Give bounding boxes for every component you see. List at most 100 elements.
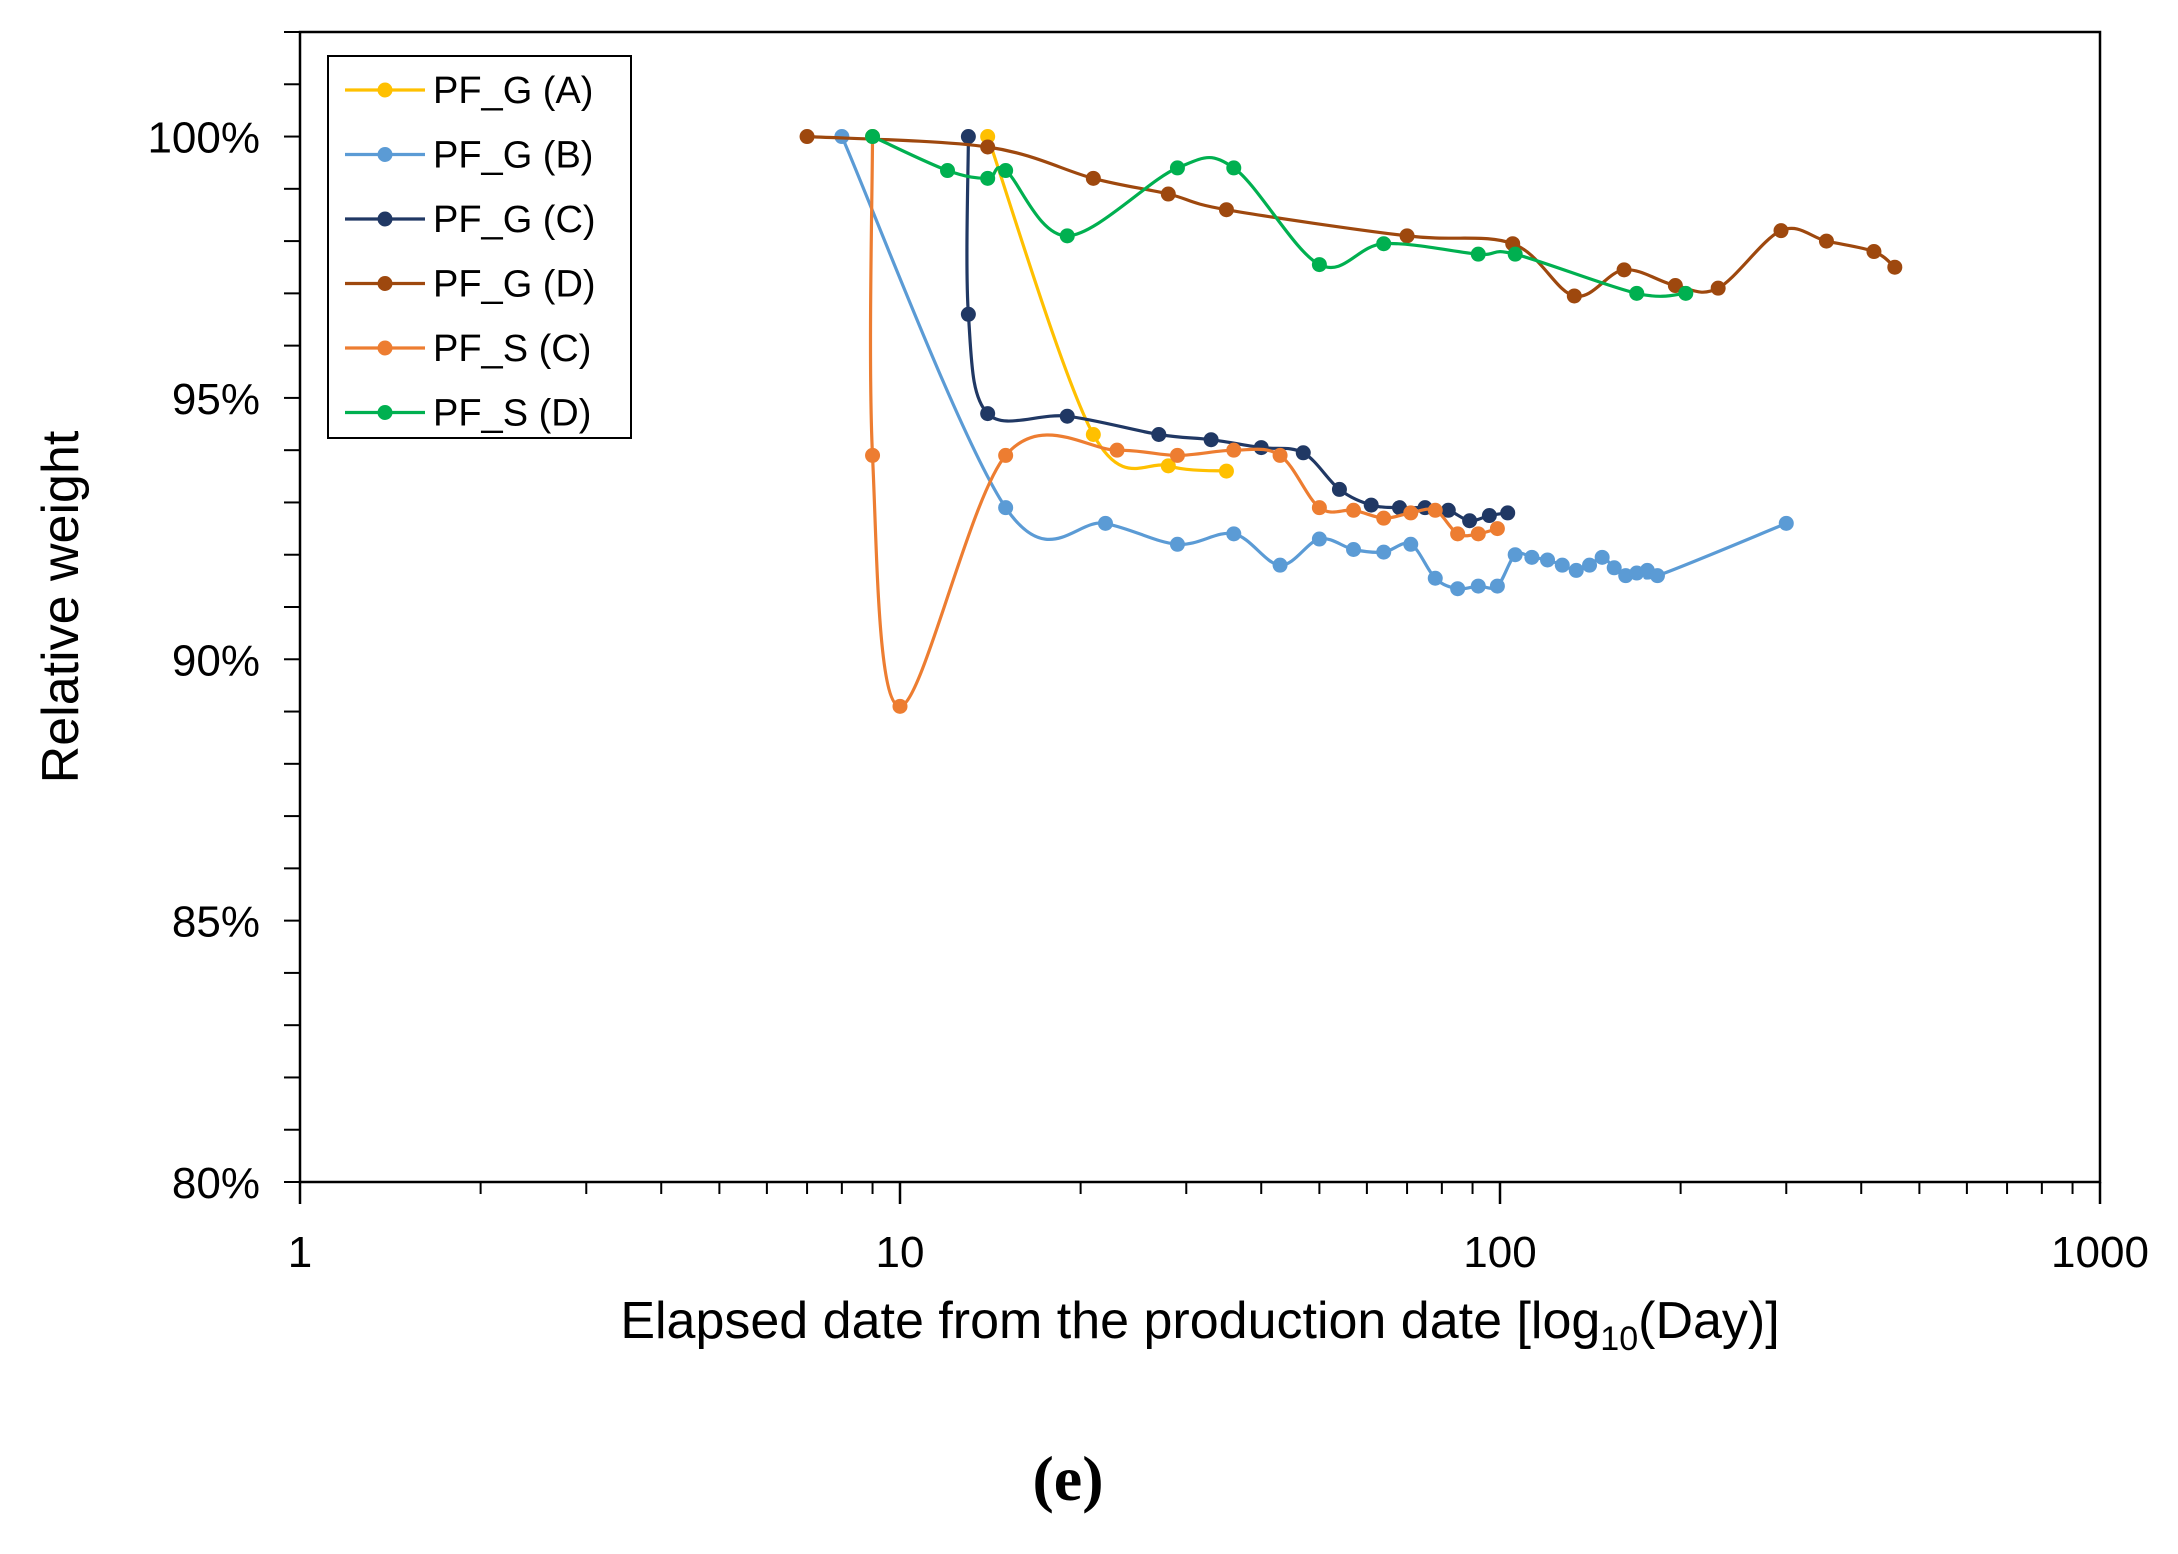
data-point xyxy=(1667,278,1683,294)
data-point xyxy=(1311,500,1327,516)
data-point xyxy=(998,163,1014,179)
data-point xyxy=(1450,581,1466,597)
x-axis-title: Elapsed date from the production date [l… xyxy=(620,1292,1779,1358)
y-tick-label: 95% xyxy=(172,375,260,424)
legend: PF_G (A) PF_G (B) PF_G (C) PF_G (D) PF_S (C)… xyxy=(327,55,632,439)
data-point xyxy=(1540,552,1556,568)
data-point xyxy=(980,170,996,186)
y-tick-label: 100% xyxy=(147,114,260,163)
legend-marker xyxy=(377,82,393,98)
data-point xyxy=(1866,244,1882,260)
data-point xyxy=(980,406,996,422)
data-point xyxy=(1226,442,1242,458)
data-point xyxy=(1554,557,1570,573)
legend-entry: PF_S (C) xyxy=(345,328,591,370)
data-point xyxy=(1085,427,1101,442)
data-point xyxy=(1059,228,1075,244)
data-point xyxy=(1778,515,1794,531)
series-layer xyxy=(799,129,1903,714)
legend-entry: PF_G (D) xyxy=(345,264,596,306)
legend-label: PF_S (C) xyxy=(433,328,591,370)
data-point xyxy=(998,500,1014,516)
data-point xyxy=(1403,505,1419,521)
data-point xyxy=(960,129,976,145)
data-point xyxy=(1392,500,1408,516)
data-point xyxy=(1311,531,1327,547)
data-point xyxy=(1376,544,1392,560)
data-point xyxy=(1363,497,1379,513)
data-point xyxy=(799,129,815,145)
x-tick-label: 1000 xyxy=(2051,1228,2149,1277)
x-tick-label: 10 xyxy=(876,1228,925,1277)
data-point xyxy=(1160,186,1176,202)
data-point xyxy=(1773,223,1789,239)
data-point xyxy=(1489,521,1505,537)
y-tick-label: 90% xyxy=(172,636,260,685)
legend-marker xyxy=(377,276,393,291)
data-point xyxy=(1160,458,1176,474)
y-tick-label: 80% xyxy=(172,1159,260,1208)
x-axis-title-end: (Day)] xyxy=(1638,1292,1780,1350)
data-point xyxy=(1594,549,1610,565)
legend-label: PF_S (D) xyxy=(433,393,591,435)
x-axis-title-subscript: 10 xyxy=(1600,1320,1638,1358)
data-point xyxy=(1151,427,1167,442)
legend-entry: PF_S (D) xyxy=(345,393,591,435)
data-point xyxy=(1295,445,1311,461)
legend-box xyxy=(327,55,632,439)
data-point xyxy=(960,306,976,322)
legend-entry: PF_G (C) xyxy=(345,199,596,241)
data-point xyxy=(1272,447,1288,463)
data-point xyxy=(1059,408,1075,424)
data-point xyxy=(1399,228,1415,244)
data-point xyxy=(1272,557,1288,573)
x-tick-label: 100 xyxy=(1463,1228,1536,1277)
data-point xyxy=(892,698,908,714)
data-point xyxy=(1440,502,1456,518)
data-point xyxy=(1606,560,1622,576)
series-PF_G (D) xyxy=(799,129,1903,304)
data-point xyxy=(1470,526,1486,542)
data-point xyxy=(1331,481,1347,497)
legend-entry: PF_G (A) xyxy=(345,70,593,112)
y-tick-label: 85% xyxy=(172,898,260,947)
data-point xyxy=(1481,508,1497,524)
data-point xyxy=(1311,257,1327,273)
data-point xyxy=(1346,502,1362,518)
data-point xyxy=(1346,542,1362,557)
data-point xyxy=(1403,536,1419,552)
data-point xyxy=(1818,233,1834,249)
data-point xyxy=(1616,262,1632,278)
series-PF_S (C) xyxy=(865,129,1505,714)
data-point xyxy=(980,129,996,145)
data-point xyxy=(1470,578,1486,594)
data-point xyxy=(1109,442,1125,458)
data-point xyxy=(1500,505,1516,521)
x-tick-label: 1 xyxy=(288,1228,312,1277)
x-axis-title-main: Elapsed date from the production date [l… xyxy=(620,1292,1600,1350)
legend-entry: PF_G (B) xyxy=(345,135,593,177)
data-point xyxy=(1489,578,1505,594)
data-point xyxy=(1507,547,1523,563)
data-point xyxy=(1376,510,1392,526)
y-axis-title: Relative weight xyxy=(32,430,90,783)
data-point xyxy=(1203,432,1219,448)
data-point xyxy=(1169,160,1185,176)
data-point xyxy=(1218,463,1234,479)
data-point xyxy=(1226,160,1242,176)
series-PF_S (D) xyxy=(865,129,1694,301)
data-point xyxy=(1887,259,1903,275)
data-point xyxy=(1710,280,1726,296)
data-point xyxy=(1169,447,1185,463)
legend-marker xyxy=(377,211,393,227)
data-point xyxy=(1085,170,1101,186)
legend-label: PF_G (A) xyxy=(433,70,593,112)
series-PF_G (C) xyxy=(960,129,1516,529)
data-point xyxy=(1169,536,1185,552)
legend-label: PF_G (B) xyxy=(433,135,593,177)
legend-label: PF_G (C) xyxy=(433,199,596,241)
data-point xyxy=(1678,285,1694,301)
data-point xyxy=(998,447,1014,463)
data-point xyxy=(1226,526,1242,542)
